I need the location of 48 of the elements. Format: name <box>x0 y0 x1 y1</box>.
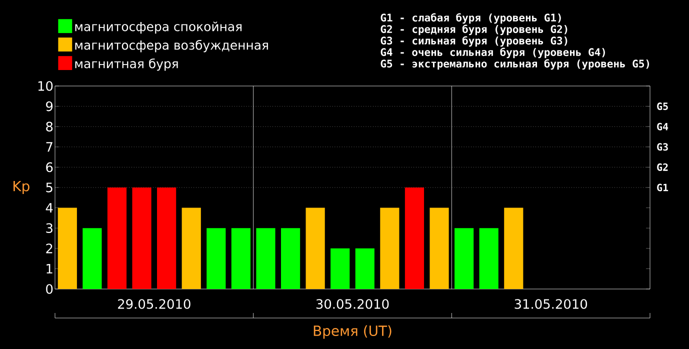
bar <box>404 188 424 289</box>
bar <box>132 188 152 289</box>
ref-line-label: G5 <box>657 102 668 110</box>
bar <box>206 228 226 289</box>
bar <box>280 228 300 289</box>
text: G1 - слабая буря (уровень G1) <box>380 13 561 24</box>
bar <box>430 208 449 289</box>
y-tick-label: 3 <box>46 223 52 233</box>
y-tick-label: 7 <box>46 142 52 152</box>
bar <box>330 248 350 289</box>
y-tick-label: 0 <box>46 284 53 294</box>
y-tick-label: 2 <box>46 244 52 254</box>
bar <box>58 208 77 289</box>
bar <box>504 208 524 289</box>
legend-label: магнитосфера возбужденная <box>75 40 268 52</box>
bar <box>107 188 127 289</box>
y-tick-label: 4 <box>46 203 53 213</box>
y-tick-label: 10 <box>38 81 53 91</box>
text: G5 - экстремально сильная буря (уровень G5) <box>380 59 650 70</box>
bar <box>82 228 102 289</box>
ref-line-label: G4 <box>657 122 668 130</box>
text: G3 - сильная буря (уровень G3) <box>380 36 568 47</box>
text: 29.05.2010 <box>118 299 190 309</box>
bar <box>256 228 276 289</box>
bar <box>182 208 201 289</box>
text: 30.05.2010 <box>316 299 389 309</box>
y-axis-title: Kp <box>14 180 30 194</box>
ref-line-label: G3 <box>657 143 668 151</box>
legend-label: магнитная буря <box>75 58 178 71</box>
bar <box>306 208 325 289</box>
y-tick-label: 6 <box>46 162 53 172</box>
bar <box>479 228 498 289</box>
bar <box>231 228 250 289</box>
bar <box>454 228 474 289</box>
ref-line-label: G1 <box>657 184 668 192</box>
text: G2 - средняя буря (уровень G2) <box>380 24 568 36</box>
bar <box>380 208 400 289</box>
y-tick-label: 8 <box>46 122 53 132</box>
text: 31.05.2010 <box>514 299 588 309</box>
legend-label: магнитосфера спокойная <box>75 22 242 34</box>
bar <box>157 188 176 289</box>
x-axis-title: Время (UT) <box>314 325 392 339</box>
text: G4 - очень сильная буря (уровень G4) <box>380 48 605 58</box>
bar <box>355 248 374 289</box>
y-tick-label: 1 <box>46 264 52 274</box>
ref-line-label: G2 <box>657 163 668 171</box>
y-tick-label: 5 <box>46 182 52 192</box>
y-tick-label: 9 <box>46 101 53 112</box>
